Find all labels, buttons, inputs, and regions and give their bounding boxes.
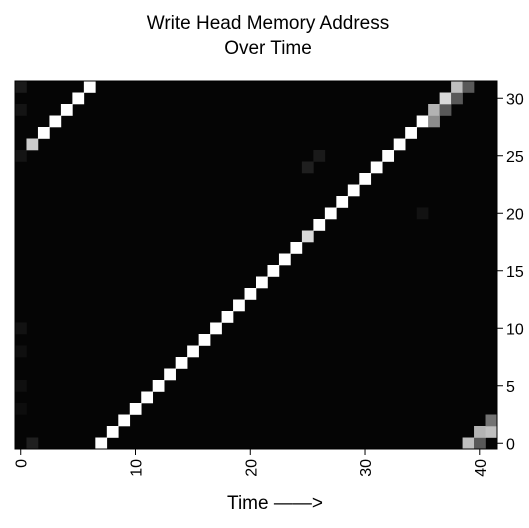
heatmap-cell	[256, 276, 268, 289]
heatmap-cell	[347, 184, 360, 197]
heatmap-cell	[187, 345, 199, 358]
heatmap-cell	[451, 92, 463, 105]
heatmap-cell	[198, 334, 211, 346]
y-tick-label: 15	[506, 264, 524, 281]
heatmap-cell	[462, 437, 475, 450]
y-tick-label: 5	[506, 379, 515, 396]
x-tick-label: 0	[14, 459, 31, 468]
x-axis-label: Time ——>	[227, 493, 323, 514]
heatmap-cell	[462, 81, 475, 93]
heatmap-cell	[83, 81, 96, 93]
heatmap-cell	[72, 92, 85, 105]
heatmap-cell	[221, 311, 234, 323]
heatmap-cell	[15, 150, 27, 162]
chart-title-line-2: Over Time	[224, 38, 312, 59]
heatmap-cell	[106, 426, 119, 438]
heatmap-cell	[336, 196, 349, 208]
heatmap-cell	[210, 322, 222, 335]
heatmap-cell	[370, 161, 383, 174]
heatmap-cell	[175, 357, 188, 369]
heatmap-cell	[359, 173, 372, 185]
y-tick-label: 25	[506, 149, 524, 166]
heatmap-cell	[37, 127, 50, 139]
heatmap-cells	[15, 81, 498, 450]
heatmap-cell	[15, 380, 27, 392]
heatmap-cell	[428, 104, 440, 116]
heatmap-cell	[267, 265, 280, 277]
y-tick-label: 10	[506, 321, 524, 338]
heatmap-cell	[26, 437, 39, 450]
heatmap-cell	[129, 403, 142, 415]
heatmap-cell	[428, 115, 440, 128]
heatmap-cell	[290, 242, 303, 254]
plot-frame	[14, 80, 498, 450]
x-tick-label: 20	[243, 459, 260, 477]
heatmap-cell	[451, 81, 463, 93]
heatmap-cell	[439, 92, 452, 105]
heatmap-cell	[485, 426, 498, 438]
heatmap-cell	[15, 345, 27, 358]
x-axis: 0 10 20 30 40	[14, 449, 490, 477]
heatmap-cell	[301, 230, 314, 243]
heatmap-cell	[439, 104, 452, 116]
heatmap-cell	[313, 150, 326, 162]
heatmap-cell	[474, 426, 486, 438]
heatmap-cell	[233, 299, 245, 312]
heatmap-cell	[324, 207, 337, 220]
heatmap-cell	[393, 138, 406, 151]
heatmap-cell	[382, 150, 395, 162]
heatmap-cell	[15, 104, 27, 116]
heatmap-cell	[152, 380, 165, 392]
heatmap-cell	[95, 437, 108, 450]
x-tick-label: 40	[473, 459, 490, 477]
heatmap-cell	[15, 322, 27, 335]
heatmap-cell	[49, 115, 62, 128]
chart-title-line-1: Write Head Memory Address	[147, 13, 390, 34]
heatmap-cell	[416, 207, 429, 220]
heatmap-cell	[416, 115, 429, 128]
heatmap-cell	[141, 391, 154, 404]
y-tick-label: 0	[506, 436, 515, 453]
x-tick-label: 10	[129, 459, 146, 477]
heatmap-cell	[278, 253, 291, 266]
x-tick-label: 30	[358, 459, 375, 477]
heatmap-cell	[60, 104, 73, 116]
heatmap-cell	[164, 368, 176, 381]
heatmap-cell	[313, 219, 326, 231]
y-axis: 0 5 10 15 20 25 30	[497, 91, 524, 453]
y-tick-label: 20	[506, 206, 524, 223]
plot-area	[15, 81, 497, 449]
heatmap-cell	[485, 414, 498, 427]
heatmap-cell	[15, 81, 27, 93]
heatmap-cell	[26, 138, 39, 151]
heatmap-cell	[118, 414, 131, 427]
heatmap-cell	[15, 403, 27, 415]
heatmap-cell	[244, 288, 257, 300]
y-tick-label: 30	[506, 91, 524, 108]
heatmap-cell	[474, 437, 486, 450]
heatmap-cell	[301, 161, 314, 174]
heatmap-cell	[405, 127, 417, 139]
